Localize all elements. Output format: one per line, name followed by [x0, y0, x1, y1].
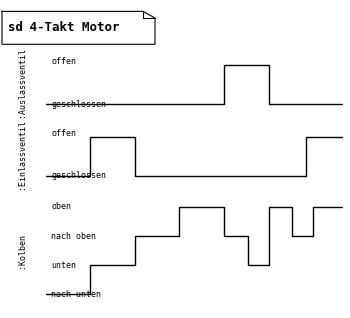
Text: geschlossen: geschlossen	[51, 171, 106, 180]
Text: offen: offen	[51, 57, 76, 66]
Text: nach oben: nach oben	[51, 232, 97, 240]
Text: 4-Takt Motor: 4-Takt Motor	[22, 21, 119, 34]
Text: :Auslassventil: :Auslassventil	[17, 47, 26, 117]
Text: offen: offen	[51, 129, 76, 138]
Text: sd: sd	[8, 21, 23, 34]
Text: unten: unten	[51, 261, 76, 270]
Text: oben: oben	[51, 203, 71, 211]
Text: :Kolben: :Kolben	[17, 233, 26, 268]
Text: geschlossen: geschlossen	[51, 100, 106, 109]
Text: nach unten: nach unten	[51, 290, 102, 299]
Text: :Einlassventil: :Einlassventil	[17, 119, 26, 189]
